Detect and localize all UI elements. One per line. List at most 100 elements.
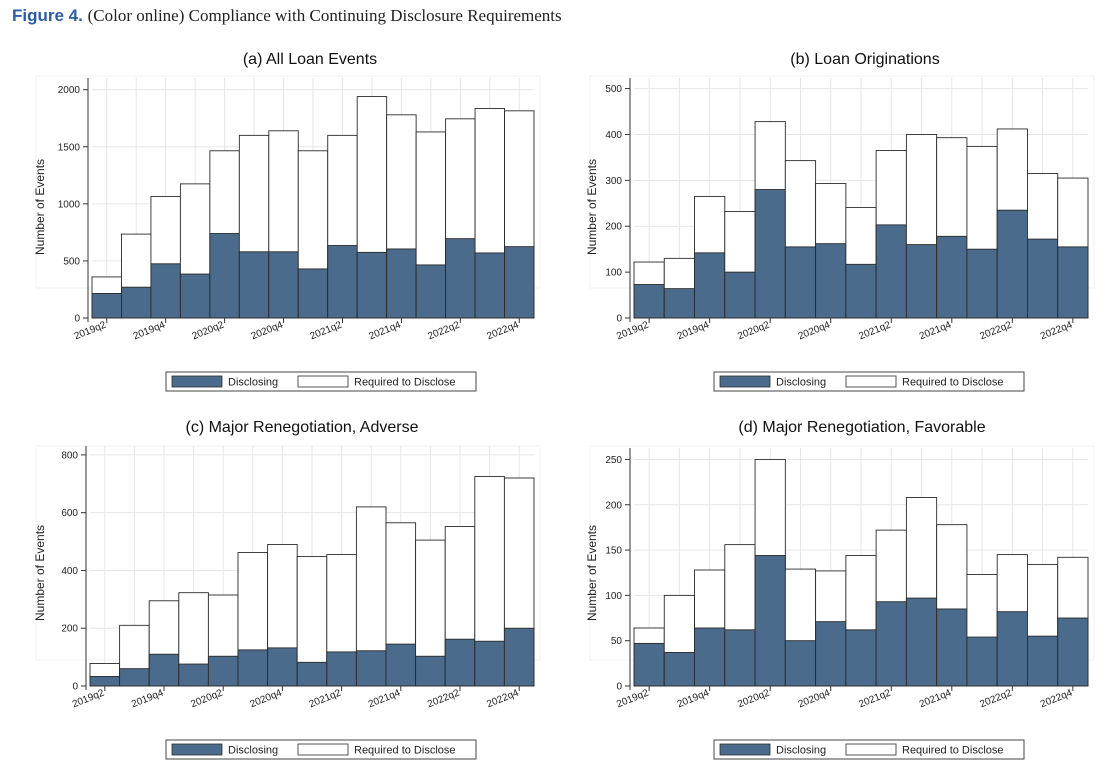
bar-disclosing-2022q3 [474, 252, 505, 319]
bar-disclosing-2020q1 [724, 271, 756, 319]
bar-disclosing-2020q4 [815, 621, 847, 687]
bar-disclosing-2019q2 [633, 284, 665, 319]
legend-swatch-required [845, 375, 897, 388]
y-axis-title: Number of Events [585, 159, 599, 255]
legend-swatch-disclosing [719, 375, 771, 388]
bar-disclosing-2022q3 [1027, 238, 1059, 319]
legend-label-disclosing: Disclosing [228, 745, 278, 757]
chart-title: (a) All Loan Events [243, 51, 377, 68]
bar-disclosing-2019q3 [663, 652, 695, 687]
bar-disclosing-2021q4 [385, 643, 417, 687]
legend-swatch-disclosing [171, 743, 223, 756]
bar-disclosing-2021q4 [936, 235, 968, 319]
bar-disclosing-2022q1 [415, 655, 446, 687]
y-tick-label: 250 [605, 455, 622, 466]
y-axis-title: Number of Events [33, 525, 47, 621]
bar-disclosing-2020q2 [207, 655, 239, 687]
legend-label-required: Required to Disclose [902, 377, 1004, 389]
x-tick-label: 2021q2 [857, 319, 892, 342]
bar-disclosing-2020q3 [784, 640, 817, 687]
bar-disclosing-2022q2 [444, 638, 476, 687]
bar-disclosing-2022q1 [966, 636, 998, 687]
y-tick-label: 150 [605, 546, 622, 557]
chart-panel-3: (d) Major Renegotiation, Favorable 0 50 100… [585, 419, 1095, 760]
bar-disclosing-2019q2 [89, 676, 121, 687]
bar-disclosing-2020q3 [237, 649, 269, 687]
bar-disclosing-2022q1 [966, 248, 998, 319]
y-tick-label: 500 [63, 256, 80, 267]
y-tick-label: 1500 [58, 142, 81, 153]
y-tick-label: 0 [616, 682, 622, 693]
x-tick-label: 2020q2 [736, 687, 771, 710]
bar-disclosing-2021q1 [296, 661, 328, 687]
bar-disclosing-2021q3 [356, 251, 388, 319]
bar-disclosing-2022q1 [415, 264, 447, 319]
legend-label-disclosing: Disclosing [776, 377, 826, 389]
bar-disclosing-2020q4 [267, 647, 298, 687]
bar-disclosing-2020q3 [238, 251, 270, 319]
x-tick-label: 2020q4 [797, 687, 832, 710]
y-tick-label: 400 [61, 566, 78, 577]
x-tick-label: 2022q2 [978, 319, 1013, 342]
legend-swatch-required [297, 743, 349, 756]
chart-panel-0: (a) All Loan Events 0 500 1000 1500 2000 2019q… [33, 51, 541, 392]
bar-disclosing-2022q4 [1057, 617, 1089, 687]
bar-disclosing-2022q4 [1057, 246, 1089, 319]
y-tick-label: 100 [605, 591, 622, 602]
bar-disclosing-2020q1 [178, 663, 209, 687]
bar-disclosing-2019q4 [150, 263, 181, 319]
legend-label-disclosing: Disclosing [776, 745, 826, 757]
x-tick-label: 2021q4 [367, 687, 402, 710]
y-tick-label: 800 [61, 450, 78, 461]
bar-disclosing-2019q3 [119, 668, 150, 687]
bar-disclosing-2020q4 [268, 251, 299, 319]
y-tick-label: 300 [605, 176, 622, 187]
bar-disclosing-2022q3 [474, 640, 505, 687]
chart-title: (b) Loan Originations [790, 51, 939, 68]
y-tick-label: 1000 [58, 199, 81, 210]
bar-disclosing-2021q4 [386, 248, 417, 319]
bar-disclosing-2021q1 [297, 268, 329, 319]
bar-disclosing-2022q4 [504, 246, 535, 319]
bar-disclosing-2019q3 [663, 288, 695, 319]
x-tick-label: 2019q4 [130, 687, 165, 710]
figure-caption: Figure 4. (Color online) Compliance with… [12, 6, 562, 26]
x-tick-label: 2020q2 [189, 687, 224, 710]
bar-disclosing-2022q3 [1027, 635, 1059, 687]
bar-disclosing-2019q2 [633, 642, 665, 687]
bar-disclosing-2021q1 [845, 263, 877, 319]
legend-swatch-required [845, 743, 897, 756]
bar-disclosing-2020q2 [754, 189, 786, 319]
bar-disclosing-2021q1 [845, 629, 877, 687]
y-tick-label: 500 [605, 84, 622, 95]
y-tick-label: 2000 [58, 85, 81, 96]
bar-disclosing-2019q4 [148, 653, 180, 687]
bar-disclosing-2022q2 [996, 611, 1028, 687]
x-tick-label: 2022q2 [426, 687, 461, 710]
y-tick-label: 0 [616, 314, 622, 325]
legend-label-required: Required to Disclose [354, 745, 456, 757]
x-tick-label: 2020q4 [248, 687, 283, 710]
bar-disclosing-2020q1 [724, 629, 756, 687]
bar-disclosing-2021q2 [875, 224, 907, 319]
legend-label-required: Required to Disclose [902, 745, 1004, 757]
legend-label-required: Required to Disclose [354, 377, 456, 389]
x-tick-label: 2021q2 [857, 687, 892, 710]
x-tick-label: 2021q4 [367, 319, 402, 342]
bar-disclosing-2019q4 [694, 252, 726, 319]
y-tick-label: 600 [61, 508, 78, 519]
y-tick-label: 0 [74, 314, 80, 325]
chart-panel-1: (b) Loan Originations 0 100 200 300 400 500 201… [585, 51, 1095, 392]
y-axis-title: Number of Events [33, 159, 47, 255]
x-tick-label: 2022q2 [426, 319, 461, 342]
x-tick-label: 2021q2 [309, 319, 344, 342]
chart-panel-2: (c) Major Renegotiation, Adverse 0 200 400 6… [33, 419, 541, 760]
y-tick-label: 400 [605, 130, 622, 141]
x-tick-label: 2019q4 [132, 319, 167, 342]
bar-disclosing-2020q4 [815, 243, 847, 319]
x-tick-label: 2020q4 [797, 319, 832, 342]
x-tick-label: 2022q4 [485, 687, 520, 710]
bar-disclosing-2021q3 [905, 597, 938, 687]
bar-disclosing-2019q2 [91, 293, 122, 319]
y-axis-title: Number of Events [585, 525, 599, 621]
